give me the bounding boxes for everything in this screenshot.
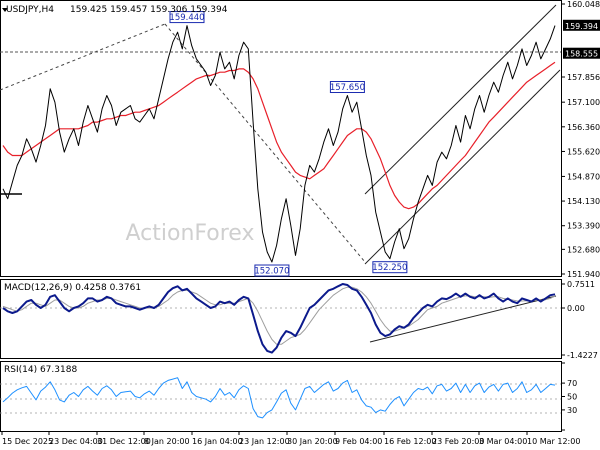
- x-tick-label: 16 Feb 12:00: [384, 437, 436, 446]
- callout-box: [254, 264, 290, 277]
- y-tick-label: 156.360: [567, 123, 600, 132]
- rsi-panel: RSI(14) 67.3188: [0, 361, 562, 432]
- callout-box: [372, 261, 408, 274]
- watermark: ActionForex: [126, 221, 255, 246]
- rsi-title: RSI(14) 67.3188: [4, 365, 77, 375]
- rsi-y-tick-label: 70: [567, 379, 577, 388]
- callout-152-250: 152.250: [372, 261, 408, 274]
- callout-label: 157.650: [330, 83, 365, 93]
- macd-title: MACD(12,26,9) 0.4258 0.3761: [4, 283, 141, 293]
- x-tick-label: 23 Feb 20:00: [432, 437, 484, 446]
- rsi-line: [2, 377, 556, 419]
- symbol-label: USDJPY,H4: [6, 5, 54, 15]
- collapse-triangle-icon[interactable]: [2, 8, 8, 12]
- y-tick-label: 158.555: [565, 50, 598, 59]
- channel-lower-line: [364, 69, 561, 265]
- macd-y-tick-label: 0.00: [567, 304, 585, 313]
- y-tick-label: 157.100: [567, 98, 600, 107]
- macd-trendline: [369, 295, 557, 343]
- callout-159-440: 159.440: [169, 11, 205, 24]
- price-badge-159-394: [563, 19, 600, 31]
- rsi-y-tick-label: 50: [567, 393, 577, 402]
- rsi-series: [2, 377, 556, 419]
- price-panel: ActionForex 159.440 157.650 152.070 152.250…: [0, 0, 562, 277]
- macd-panel-frame: [0, 279, 562, 359]
- x-tick-label: 9 Feb 04:00: [335, 437, 382, 446]
- callout-label: 152.250: [372, 263, 407, 273]
- price-callouts: 159.440 157.650 152.070 152.250: [169, 11, 408, 277]
- y-tick-label: 151.940: [567, 270, 600, 279]
- price-series: [2, 25, 556, 263]
- y-axis-labels: 160.048 159.394 158.555 157.856 157.100 156.3…: [561, 0, 600, 431]
- channel-upper-line: [364, 4, 557, 195]
- y-tick-label: 152.680: [567, 245, 600, 254]
- x-tick-label: 8 Jan 20:00: [144, 437, 190, 446]
- x-tick-label: 30 Jan 20:00: [287, 437, 338, 446]
- rsi-y-tick-label: 30: [567, 406, 577, 415]
- y-tick-label: 155.620: [567, 147, 600, 156]
- x-tick-label: 23 Dec 04:00: [49, 437, 103, 446]
- macd-y-tick-label: -1.4227: [567, 351, 598, 360]
- callout-label: 152.070: [254, 267, 289, 277]
- callout-box: [169, 11, 205, 24]
- macd-line: [2, 283, 556, 354]
- price-line: [2, 25, 556, 263]
- x-tick-label: 15 Dec 2025: [2, 437, 53, 446]
- x-tick-label: 23 Jan 12:00: [239, 437, 290, 446]
- ma-red-line: [2, 61, 556, 210]
- callout-157-650: 157.650: [329, 81, 365, 94]
- y-tick-label: 160.048: [567, 0, 600, 9]
- y-tick-label: 154.130: [567, 197, 600, 206]
- ohlc-label: 159.425 159.457 159.306 159.394: [70, 5, 228, 15]
- y-tick-label: 154.870: [567, 172, 600, 181]
- price-panel-frame: [0, 0, 562, 277]
- x-tick-label: 16 Jan 04:00: [192, 437, 243, 446]
- macd-series: [2, 283, 556, 354]
- y-tick-label: 153.390: [567, 222, 600, 231]
- macd-y-tick-label: 0.7511: [567, 280, 595, 289]
- price-badge-158-555: [563, 47, 600, 59]
- macd-panel: MACD(12,26,9) 0.4258 0.3761: [0, 279, 562, 359]
- x-tick-label: 3 Mar 04:00: [479, 437, 527, 446]
- x-tick-label: 31 Dec 12:00: [97, 437, 151, 446]
- x-tick-label: 10 Mar 12:00: [527, 437, 580, 446]
- callout-box: [329, 81, 365, 94]
- channel-lines: [0, 4, 561, 265]
- rsi-panel-frame: [0, 361, 562, 432]
- callout-label: 159.440: [169, 13, 204, 23]
- y-tick-label: 157.856: [567, 73, 600, 82]
- callout-152-070: 152.070: [254, 264, 290, 277]
- fib-dashed-line-2: [164, 23, 366, 263]
- y-tick-label: 159.394: [565, 22, 598, 31]
